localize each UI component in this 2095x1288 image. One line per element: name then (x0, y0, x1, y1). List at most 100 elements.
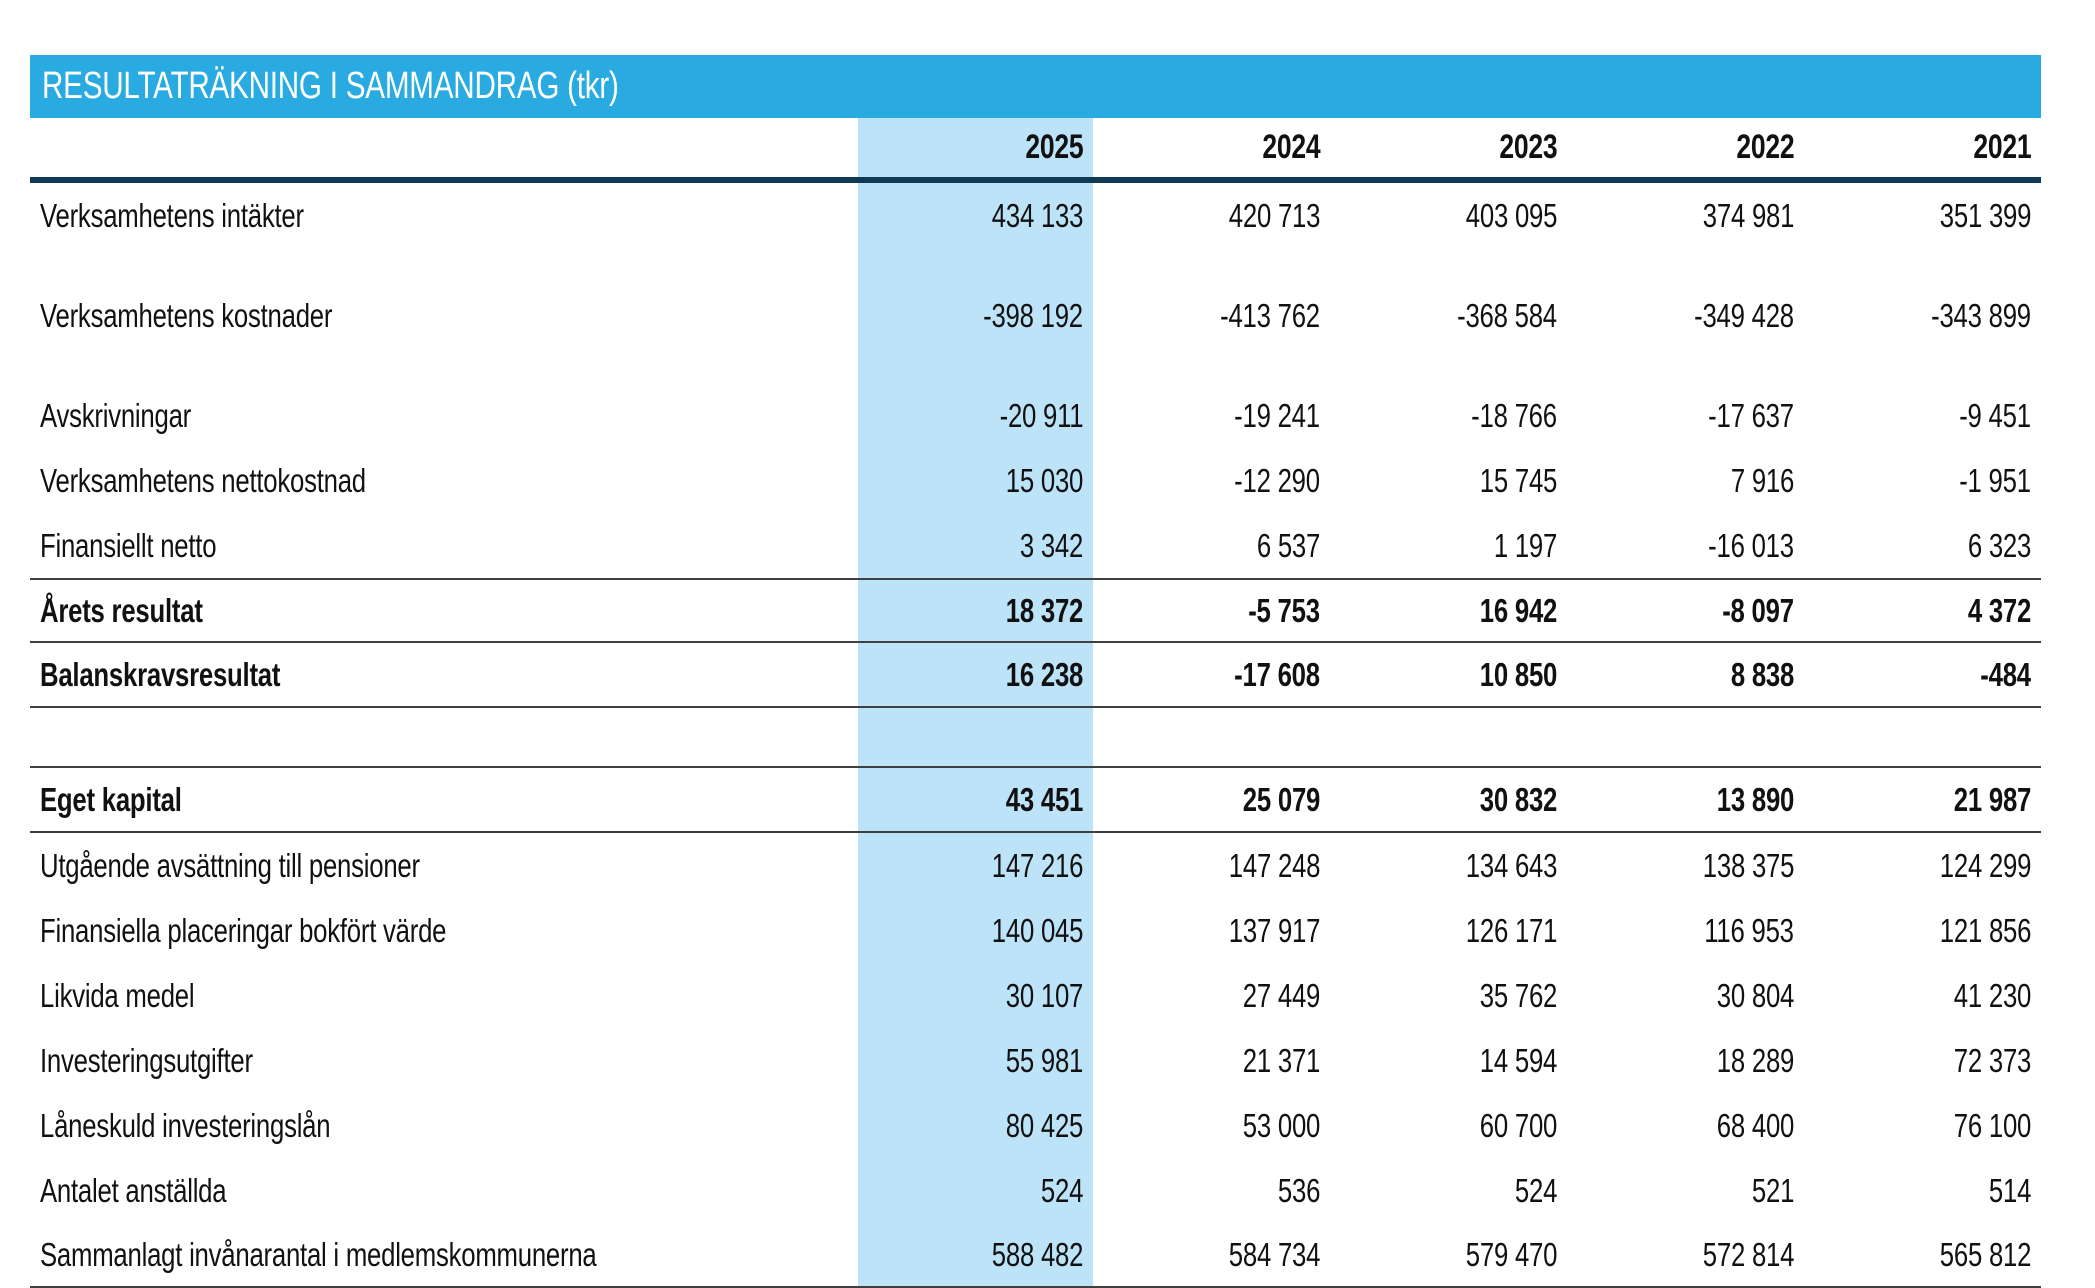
year-label: 2024 (1261, 128, 1320, 166)
cell-value: 1 197 (1493, 526, 1557, 564)
cell-value: -20 911 (999, 396, 1083, 434)
year-header-2021: 2021 (1804, 118, 2041, 177)
cell-value: -17 608 (1234, 655, 1320, 693)
value-cell-2024: -413 762 (1093, 283, 1330, 348)
value-cell-2025: 16 238 (858, 643, 1093, 706)
value-cell-2025 (858, 708, 1093, 766)
cell-value: -349 428 (1694, 296, 1794, 334)
section-title: RESULTATRÄKNING I SAMMANDRAG (tkr) (42, 65, 619, 107)
cell-value: 134 643 (1465, 846, 1558, 884)
value-cell-2023: 1 197 (1330, 513, 1567, 578)
spacer-row (30, 248, 2041, 283)
value-cell-2021: -9 451 (1804, 383, 2041, 448)
cell-value: 588 482 (991, 1235, 1084, 1273)
table-row: Sammanlagt invånarantal i medlemskommune… (30, 1223, 2041, 1288)
cell-value: 41 230 (1953, 976, 2032, 1014)
cell-value: 60 700 (1479, 1106, 1558, 1144)
value-cell-2022: -17 637 (1567, 383, 1804, 448)
table-row: Årets resultat 18 372 -5 753 16 942 -8 097 4 … (30, 578, 2041, 643)
value-cell-2022 (1567, 248, 1804, 283)
row-label: Verksamhetens kostnader (40, 296, 333, 334)
cell-value: 15 030 (1005, 461, 1084, 499)
row-label: Finansiellt netto (40, 526, 217, 564)
value-cell-2021: 76 100 (1804, 1093, 2041, 1158)
value-cell-2021: 6 323 (1804, 513, 2041, 578)
cell-value: 25 079 (1242, 780, 1321, 818)
cell-value: 30 804 (1716, 976, 1795, 1014)
value-cell-2024: 21 371 (1093, 1028, 1330, 1093)
value-cell-2024: -5 753 (1093, 580, 1330, 641)
cell-value: 55 981 (1005, 1041, 1084, 1079)
year-label: 2021 (1972, 128, 2031, 166)
value-cell-2024: -19 241 (1093, 383, 1330, 448)
value-cell-2023: 10 850 (1330, 643, 1567, 706)
cell-value: 137 917 (1228, 911, 1321, 949)
table-row: Antalet anställda 524 536 524 521 514 (30, 1158, 2041, 1223)
cell-value: 10 850 (1479, 655, 1558, 693)
row-label-cell: Verksamhetens nettokostnad (30, 448, 858, 513)
value-cell-2023: 60 700 (1330, 1093, 1567, 1158)
value-cell-2025: 147 216 (858, 833, 1093, 898)
value-cell-2025: -20 911 (858, 383, 1093, 448)
row-label-cell: Balanskravsresultat (30, 643, 858, 706)
value-cell-2021: 41 230 (1804, 963, 2041, 1028)
value-cell-2022: -349 428 (1567, 283, 1804, 348)
value-cell-2025: 434 133 (858, 183, 1093, 248)
year-header-2024: 2024 (1093, 118, 1330, 177)
value-cell-2024: 536 (1093, 1158, 1330, 1223)
row-label: Årets resultat (40, 591, 203, 629)
table-row: Låneskuld investeringslån 80 425 53 000 60 … (30, 1093, 2041, 1158)
cell-value: 43 451 (1005, 780, 1084, 818)
table-row: Eget kapital 43 451 25 079 30 832 13 890 21 9… (30, 768, 2041, 833)
cell-value: -5 753 (1248, 591, 1320, 629)
cell-value: 8 838 (1730, 655, 1794, 693)
cell-value: -484 (1980, 655, 2031, 693)
row-label-cell: Finansiella placeringar bokfört värde (30, 898, 858, 963)
section-header-banner: RESULTATRÄKNING I SAMMANDRAG (tkr) (30, 55, 2041, 118)
cell-value: 16 942 (1479, 591, 1558, 629)
row-label-cell: Låneskuld investeringslån (30, 1093, 858, 1158)
row-label-cell: Likvida medel (30, 963, 858, 1028)
value-cell-2023: 35 762 (1330, 963, 1567, 1028)
cell-value: 147 248 (1228, 846, 1321, 884)
cell-value: 6 537 (1256, 526, 1320, 564)
row-label-cell: Sammanlagt invånarantal i medlemskommune… (30, 1223, 858, 1286)
cell-value: 76 100 (1953, 1106, 2032, 1144)
table-row: Investeringsutgifter 55 981 21 371 14 594 18… (30, 1028, 2041, 1093)
year-label: 2025 (1024, 128, 1083, 166)
year-header-empty-cell (30, 118, 858, 177)
value-cell-2022: 8 838 (1567, 643, 1804, 706)
value-cell-2024: 6 537 (1093, 513, 1330, 578)
cell-value: 21 987 (1953, 780, 2032, 818)
cell-value: 403 095 (1465, 196, 1558, 234)
year-label: 2022 (1735, 128, 1794, 166)
cell-value: 4 372 (1967, 591, 2031, 629)
value-cell-2021: 351 399 (1804, 183, 2041, 248)
cell-value: 572 814 (1702, 1235, 1795, 1273)
value-cell-2025: 43 451 (858, 768, 1093, 831)
value-cell-2024 (1093, 708, 1330, 766)
table-row: Utgående avsättning till pensioner 147 21… (30, 833, 2041, 898)
table-row: Balanskravsresultat 16 238 -17 608 10 850 8 … (30, 643, 2041, 708)
row-label-cell: Verksamhetens kostnader (30, 283, 858, 348)
row-label: Låneskuld investeringslån (40, 1106, 331, 1144)
value-cell-2025: 15 030 (858, 448, 1093, 513)
row-label-cell: Antalet anställda (30, 1158, 858, 1223)
row-label-cell: Avskrivningar (30, 383, 858, 448)
spacer-row (30, 348, 2041, 383)
value-cell-2025 (858, 248, 1093, 283)
cell-value: 13 890 (1716, 780, 1795, 818)
row-label: Verksamhetens intäkter (40, 196, 304, 234)
spacer-row (30, 708, 2041, 768)
value-cell-2023: -368 584 (1330, 283, 1567, 348)
value-cell-2022: -8 097 (1567, 580, 1804, 641)
value-cell-2025: 524 (858, 1158, 1093, 1223)
cell-value: 579 470 (1465, 1235, 1558, 1273)
report-page: RESULTATRÄKNING I SAMMANDRAG (tkr) 2025 … (30, 55, 2041, 1288)
cell-value: 514 (1988, 1171, 2031, 1209)
value-cell-2022: 13 890 (1567, 768, 1804, 831)
year-header-row: 2025 2024 2023 2022 2021 (30, 118, 2041, 183)
row-label: Eget kapital (40, 780, 182, 818)
value-cell-2025: -398 192 (858, 283, 1093, 348)
cell-value: -343 899 (1931, 296, 2031, 334)
